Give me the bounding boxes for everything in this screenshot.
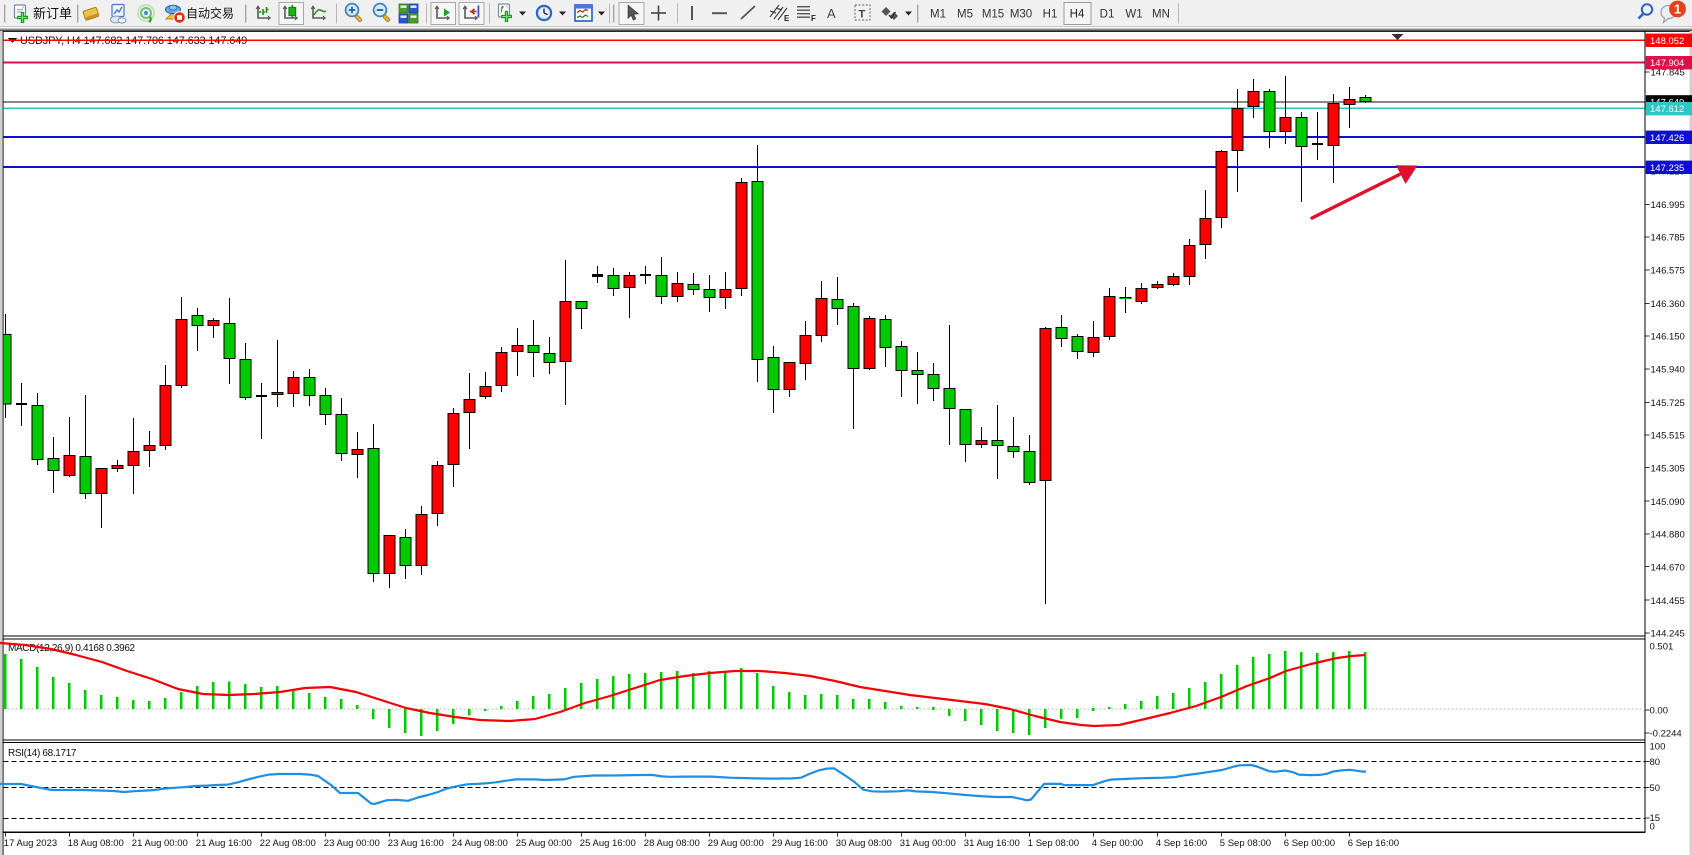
svg-text:E: E	[784, 14, 790, 23]
svg-text:100: 100	[1650, 742, 1666, 753]
svg-text:147.235: 147.235	[1650, 163, 1684, 174]
svg-text:0.00: 0.00	[1650, 705, 1669, 716]
svg-text:-0.2244: -0.2244	[1650, 728, 1682, 739]
svg-text:W1: W1	[1125, 9, 1142, 21]
svg-text:145.305: 145.305	[1651, 463, 1685, 474]
svg-text:1 Sep 08:00: 1 Sep 08:00	[1028, 838, 1079, 849]
svg-text:M15: M15	[982, 9, 1004, 21]
svg-text:22 Aug 08:00: 22 Aug 08:00	[260, 838, 316, 849]
svg-text:144.670: 144.670	[1651, 562, 1685, 573]
svg-text:147.426: 147.426	[1650, 133, 1684, 144]
svg-text:147.612: 147.612	[1650, 104, 1684, 115]
svg-text:31 Aug 16:00: 31 Aug 16:00	[964, 838, 1020, 849]
svg-text:1: 1	[1674, 2, 1681, 17]
svg-text:29 Aug 00:00: 29 Aug 00:00	[708, 838, 764, 849]
svg-text:145.725: 145.725	[1651, 398, 1685, 409]
svg-text:28 Aug 08:00: 28 Aug 08:00	[644, 838, 700, 849]
svg-text:MN: MN	[1152, 9, 1170, 21]
svg-text:146.785: 146.785	[1651, 233, 1685, 244]
svg-text:H1: H1	[1043, 9, 1058, 21]
svg-text:147.845: 147.845	[1651, 67, 1685, 78]
svg-text:M5: M5	[957, 9, 973, 21]
svg-text:80: 80	[1650, 757, 1661, 768]
svg-text:25 Aug 16:00: 25 Aug 16:00	[580, 838, 636, 849]
svg-text:145.940: 145.940	[1651, 364, 1685, 375]
svg-text:6 Sep 00:00: 6 Sep 00:00	[1284, 838, 1335, 849]
svg-text:146.360: 146.360	[1651, 299, 1685, 310]
svg-text:50: 50	[1650, 783, 1661, 794]
svg-text:4 Sep 00:00: 4 Sep 00:00	[1092, 838, 1143, 849]
svg-text:18 Aug 08:00: 18 Aug 08:00	[68, 838, 124, 849]
svg-text:T: T	[859, 9, 866, 21]
svg-text:29 Aug 16:00: 29 Aug 16:00	[772, 838, 828, 849]
svg-text:146.575: 146.575	[1651, 265, 1685, 276]
svg-text:RSI(14) 68.1717: RSI(14) 68.1717	[8, 748, 77, 759]
svg-text:21 Aug 16:00: 21 Aug 16:00	[196, 838, 252, 849]
svg-text:145.515: 145.515	[1651, 431, 1685, 442]
svg-text:148.052: 148.052	[1650, 36, 1684, 47]
svg-text:6 Sep 16:00: 6 Sep 16:00	[1348, 838, 1399, 849]
svg-text:23 Aug 00:00: 23 Aug 00:00	[324, 838, 380, 849]
svg-text:F: F	[811, 14, 816, 23]
svg-text:144.455: 144.455	[1651, 596, 1685, 607]
svg-text:自动交易: 自动交易	[186, 6, 234, 21]
svg-text:24 Aug 08:00: 24 Aug 08:00	[452, 838, 508, 849]
svg-text:新订单: 新订单	[33, 6, 72, 21]
svg-text:31 Aug 00:00: 31 Aug 00:00	[900, 838, 956, 849]
svg-text:21 Aug 00:00: 21 Aug 00:00	[132, 838, 188, 849]
svg-text:30 Aug 08:00: 30 Aug 08:00	[836, 838, 892, 849]
svg-text:147.904: 147.904	[1650, 58, 1684, 69]
svg-text:H4: H4	[1070, 9, 1085, 21]
svg-text:146.995: 146.995	[1651, 200, 1685, 211]
svg-text:A: A	[827, 6, 836, 21]
svg-text:145.090: 145.090	[1651, 497, 1685, 508]
svg-text:15: 15	[1650, 813, 1661, 824]
svg-text:144.880: 144.880	[1651, 530, 1685, 541]
svg-text:MACD(12,26,9) 0.4168 0.3962: MACD(12,26,9) 0.4168 0.3962	[8, 643, 136, 654]
svg-text:146.150: 146.150	[1651, 332, 1685, 343]
svg-text:25 Aug 00:00: 25 Aug 00:00	[516, 838, 572, 849]
svg-text:23 Aug 16:00: 23 Aug 16:00	[388, 838, 444, 849]
svg-text:M30: M30	[1010, 9, 1032, 21]
svg-text:17 Aug 2023: 17 Aug 2023	[4, 838, 57, 849]
svg-text:0: 0	[1650, 821, 1655, 832]
svg-text:5 Sep 08:00: 5 Sep 08:00	[1220, 838, 1271, 849]
svg-text:M1: M1	[930, 9, 946, 21]
svg-text:0.501: 0.501	[1650, 641, 1674, 652]
svg-text:4 Sep 16:00: 4 Sep 16:00	[1156, 838, 1207, 849]
svg-text:f: f	[501, 5, 505, 15]
svg-text:144.245: 144.245	[1651, 628, 1685, 639]
svg-text:D1: D1	[1100, 9, 1115, 21]
